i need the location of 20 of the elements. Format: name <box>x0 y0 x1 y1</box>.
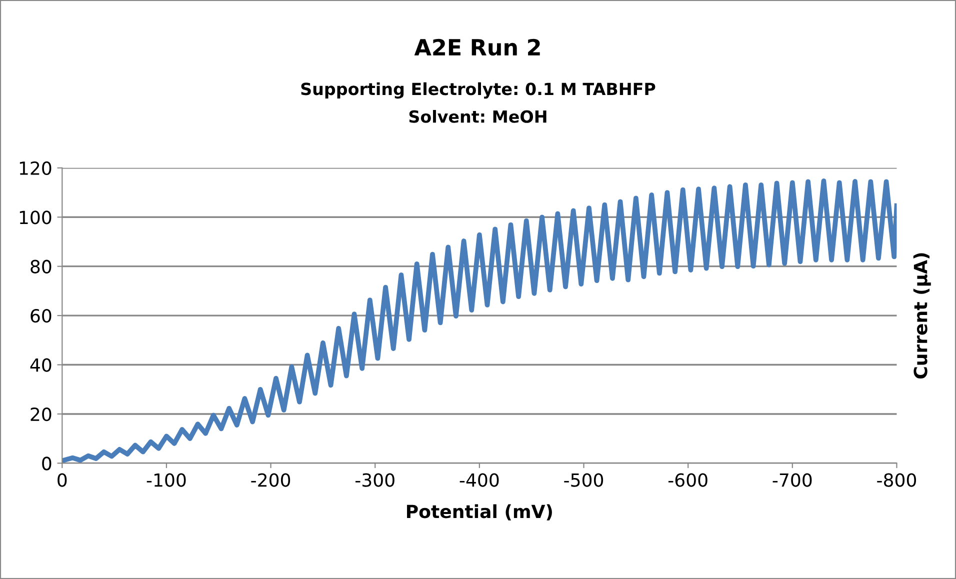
y-tick-label: 120 <box>20 161 52 176</box>
chart-title: A2E Run 2 <box>414 38 540 56</box>
chart-subtitle: Supporting Electrolyte: 0.1 M TABHFP Solvent: MeOH <box>301 82 656 123</box>
x-tick-label: -100 <box>146 473 186 487</box>
x-tick-label: -800 <box>877 473 916 487</box>
y-tick-label: 20 <box>30 407 52 422</box>
y-axis-title: Current (µA) <box>913 253 931 378</box>
x-tick-label: -500 <box>564 473 604 487</box>
x-axis-title: Potential (mV) <box>407 504 552 520</box>
x-tick-label: -600 <box>668 473 708 487</box>
y-tick-label: 60 <box>30 309 52 323</box>
x-tick-label: 0 <box>58 473 67 487</box>
x-tick-label: -200 <box>251 473 290 487</box>
x-tick-label: -300 <box>356 473 394 487</box>
y-tick-label: 0 <box>42 456 52 470</box>
x-tick-label: -400 <box>460 473 499 487</box>
y-tick-label: 100 <box>20 210 52 224</box>
y-tick-label: 80 <box>30 260 52 274</box>
y-tick-label: 40 <box>30 358 52 372</box>
x-tick-label: -700 <box>772 473 812 487</box>
